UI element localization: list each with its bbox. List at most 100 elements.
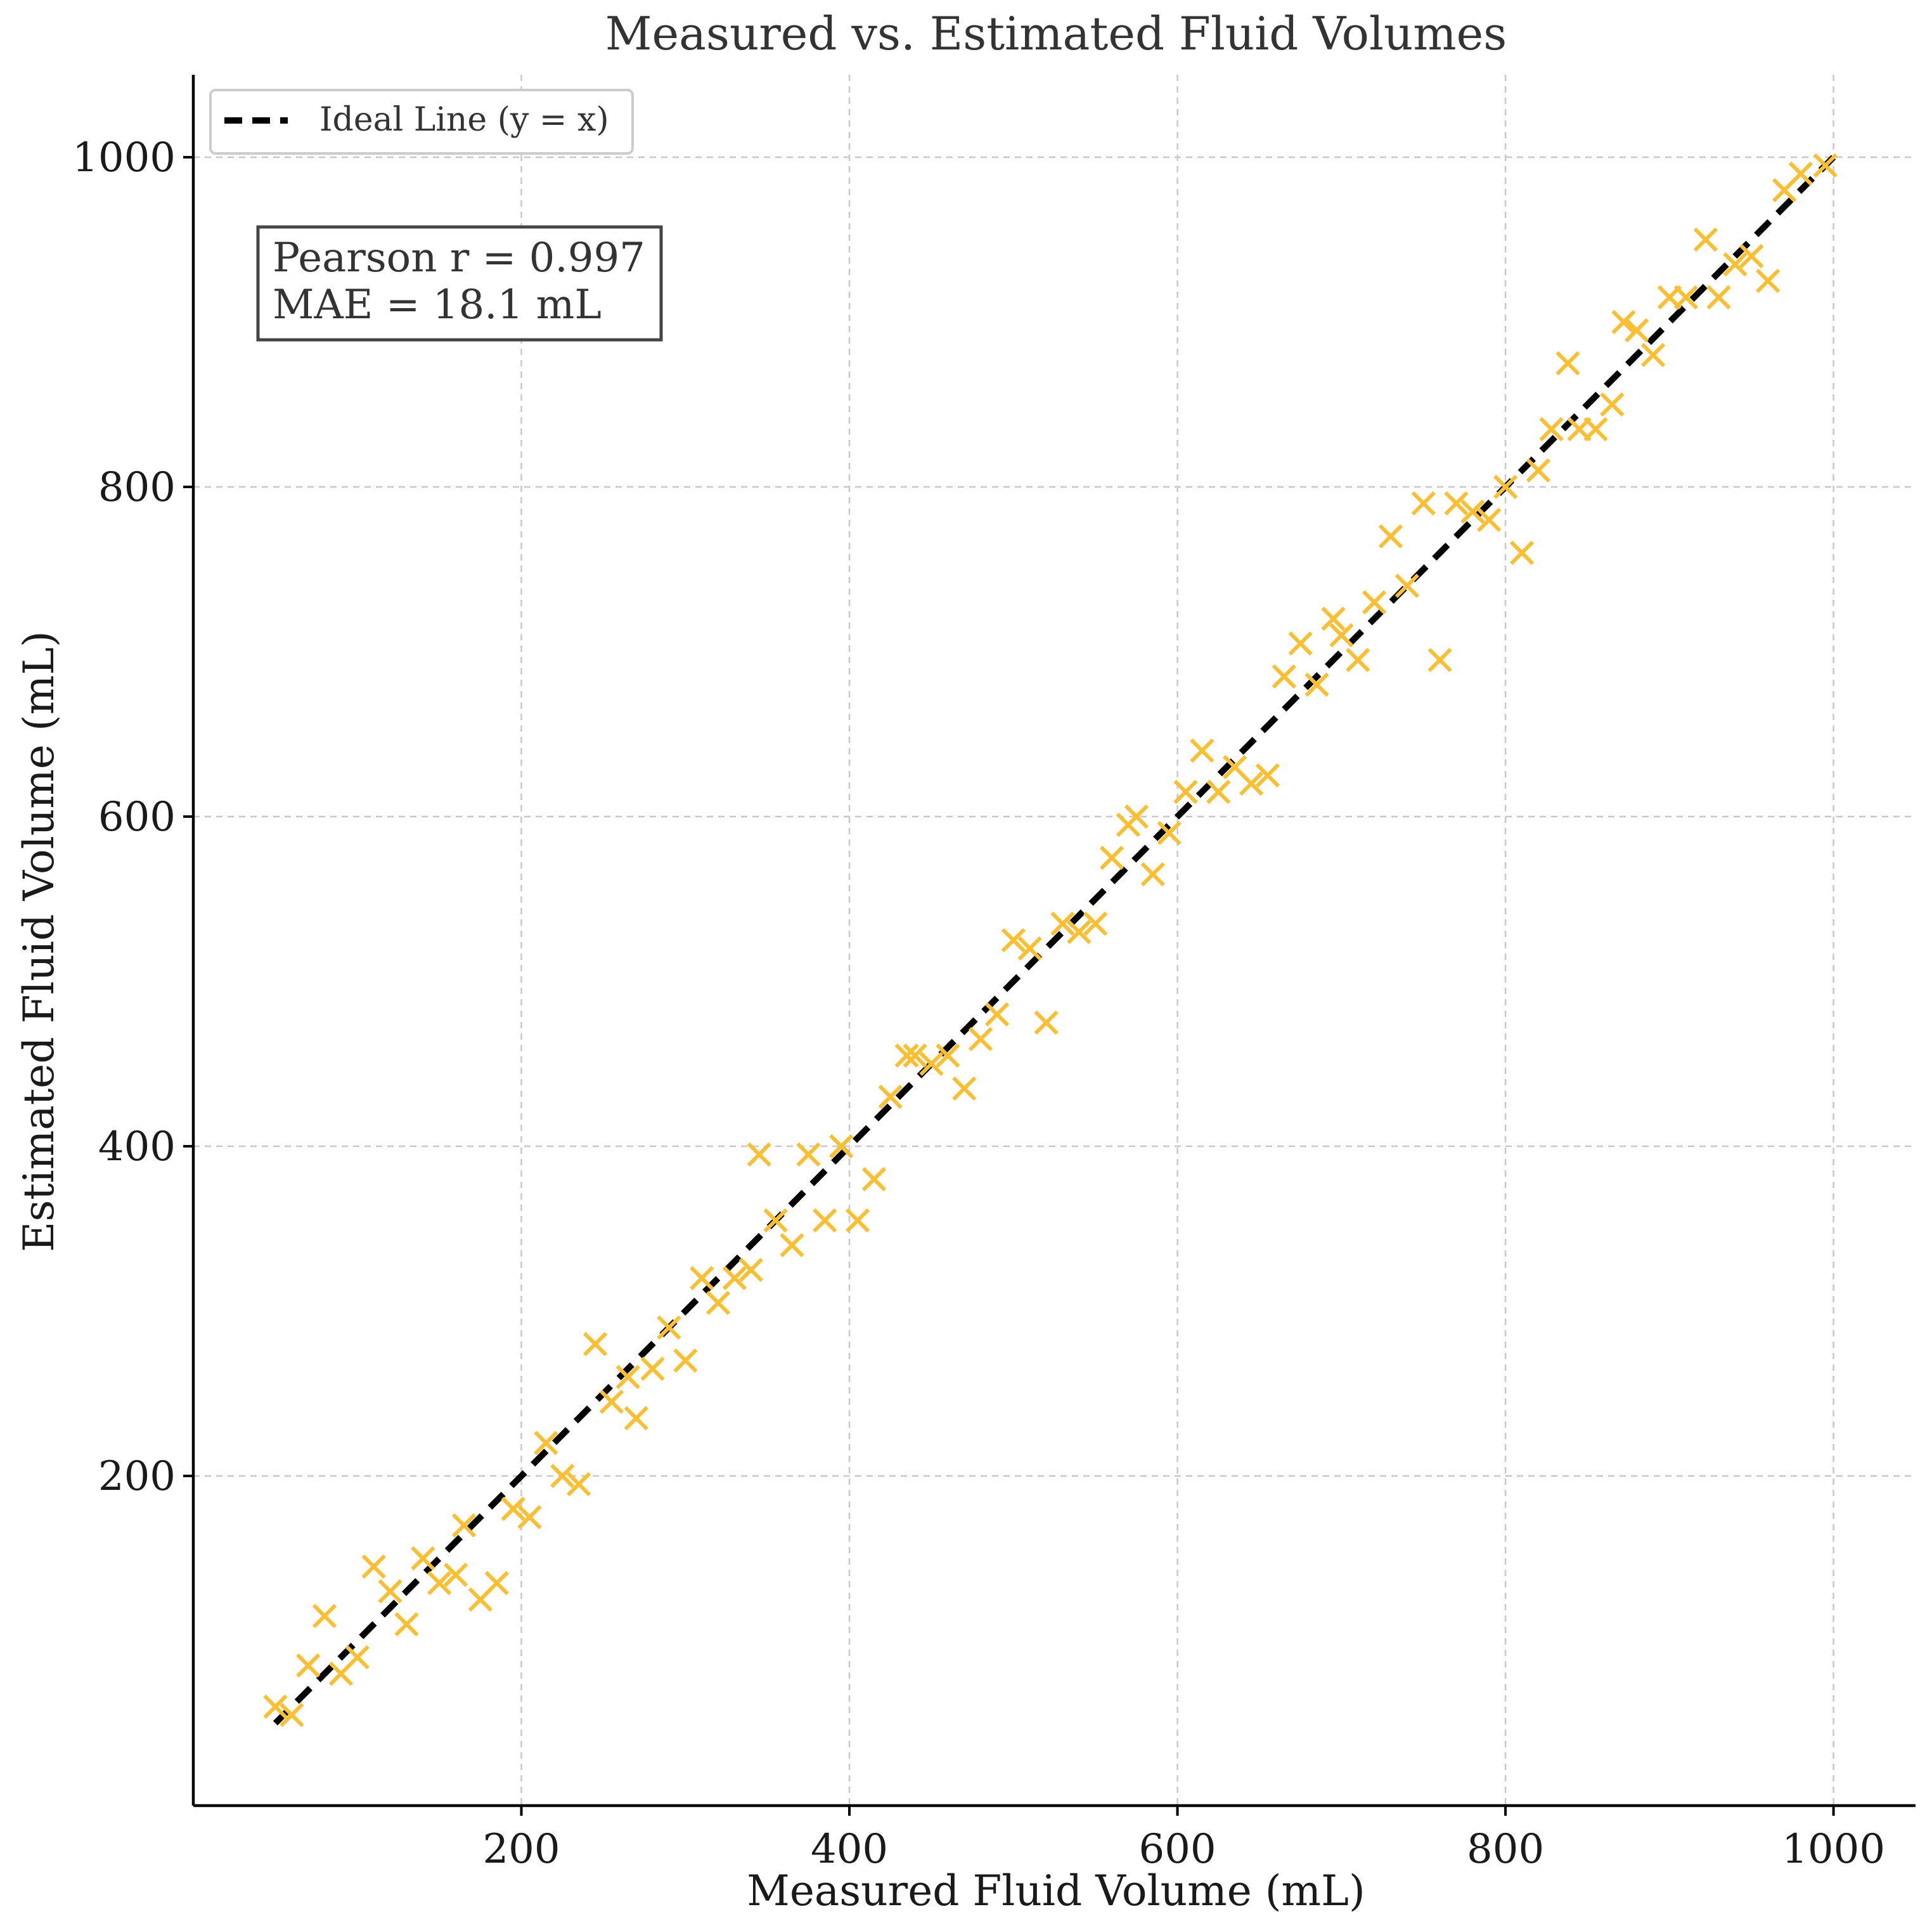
data-point-stroke (657, 1315, 681, 1340)
data-point (517, 1504, 542, 1530)
data-point (1788, 161, 1813, 186)
data-point-stroke (566, 1471, 591, 1497)
data-point (828, 1134, 854, 1159)
data-point (1394, 573, 1419, 598)
data-point (1477, 507, 1502, 533)
data-point-stroke (624, 1406, 648, 1431)
data-point (443, 1562, 468, 1588)
data-point-stroke (1067, 919, 1092, 945)
data-point (690, 1265, 714, 1291)
data-point-stroke (738, 1257, 763, 1283)
data-point-stroke (1813, 153, 1838, 178)
data-point-stroke (1600, 392, 1625, 417)
data-point-stroke (690, 1265, 714, 1291)
data-point-stroke (451, 1513, 477, 1538)
y-tick-label: 1000 (72, 134, 176, 181)
data-point-stroke (845, 1208, 870, 1233)
data-point-stroke (427, 1570, 452, 1596)
data-point-stroke (984, 1002, 1010, 1027)
x-tick-label: 600 (1138, 1826, 1216, 1873)
data-point (1493, 474, 1518, 500)
data-point-stroke (640, 1356, 665, 1381)
data-point-stroke (1272, 664, 1296, 689)
ideal-line-layer (273, 155, 1836, 1726)
data-point (1140, 862, 1165, 887)
data-point (1509, 540, 1535, 566)
data-point (1673, 285, 1698, 310)
data-point-stroke (550, 1463, 575, 1489)
x-tick-label: 200 (482, 1826, 560, 1873)
x-axis-label: Measured Fluid Volume (mL) (747, 1866, 1365, 1915)
data-point-stroke (894, 1043, 919, 1068)
data-point (722, 1265, 747, 1291)
x-tick-label: 800 (1467, 1826, 1544, 1873)
data-point-stroke (1173, 779, 1198, 805)
data-point-stroke (1346, 647, 1370, 673)
data-point-stroke (1050, 911, 1075, 936)
data-point (296, 1653, 321, 1678)
grid-layer (193, 75, 1916, 1806)
data-point-stroke (722, 1265, 747, 1291)
data-point-stroke (1555, 351, 1580, 376)
data-point (1329, 623, 1354, 648)
data-point-stroke (1477, 507, 1502, 533)
data-point-stroke (952, 1076, 977, 1101)
data-point-stroke (813, 1208, 837, 1233)
stats-annotation: Pearson r = 0.997 MAE = 18.1 mL (256, 225, 663, 342)
data-point (1755, 268, 1781, 294)
data-point (534, 1430, 558, 1456)
data-point-stroke (828, 1134, 854, 1159)
data-point (550, 1463, 575, 1489)
data-point (1255, 763, 1280, 788)
data-point-stroke (1288, 631, 1313, 656)
data-point (894, 1043, 919, 1068)
data-point (1539, 417, 1564, 442)
data-point (1346, 647, 1370, 673)
data-point-stroke (1640, 342, 1666, 368)
data-point-stroke (1394, 573, 1419, 598)
data-point-stroke (1321, 606, 1346, 631)
data-point (1739, 243, 1764, 269)
data-point-stroke (1624, 318, 1649, 343)
x-tick-label: 1000 (1782, 1826, 1885, 1873)
data-point (984, 1002, 1010, 1027)
data-point (1583, 417, 1608, 442)
data-point-stroke (534, 1430, 558, 1456)
data-point (796, 1142, 821, 1167)
data-point-stroke (1460, 499, 1485, 524)
data-point-stroke (1362, 590, 1387, 615)
data-point-stroke (1723, 252, 1748, 277)
data-point (1444, 491, 1469, 516)
data-point (780, 1232, 804, 1258)
legend-label: Ideal Line (y = x) (319, 101, 609, 139)
data-point-stroke (936, 1043, 960, 1068)
data-point (936, 1043, 960, 1068)
data-point (361, 1554, 386, 1579)
data-point (813, 1208, 837, 1233)
data-point (1124, 804, 1149, 829)
data-point-stroke (361, 1554, 386, 1579)
stats-pearson: Pearson r = 0.997 (273, 235, 645, 281)
data-point (1034, 1010, 1059, 1035)
data-point-stroke (861, 1167, 886, 1192)
y-tick-label: 600 (98, 794, 176, 841)
data-point (673, 1348, 698, 1373)
data-point-stroke (1706, 285, 1731, 310)
data-point (1304, 672, 1329, 697)
data-point-stroke (1223, 754, 1247, 780)
data-point-stroke (1157, 820, 1182, 846)
data-point (1693, 227, 1718, 252)
data-point (566, 1471, 591, 1497)
data-point (1099, 845, 1124, 870)
stats-mae: MAE = 18.1 mL (273, 281, 602, 328)
data-point (1555, 351, 1580, 376)
data-point (1427, 647, 1452, 673)
data-point-stroke (1083, 911, 1108, 936)
data-point (1083, 911, 1108, 936)
data-point (1239, 771, 1264, 796)
data-point (952, 1076, 977, 1101)
data-point (411, 1546, 435, 1571)
data-point (763, 1208, 788, 1233)
data-point (1288, 631, 1313, 656)
data-point-stroke (1206, 779, 1231, 805)
